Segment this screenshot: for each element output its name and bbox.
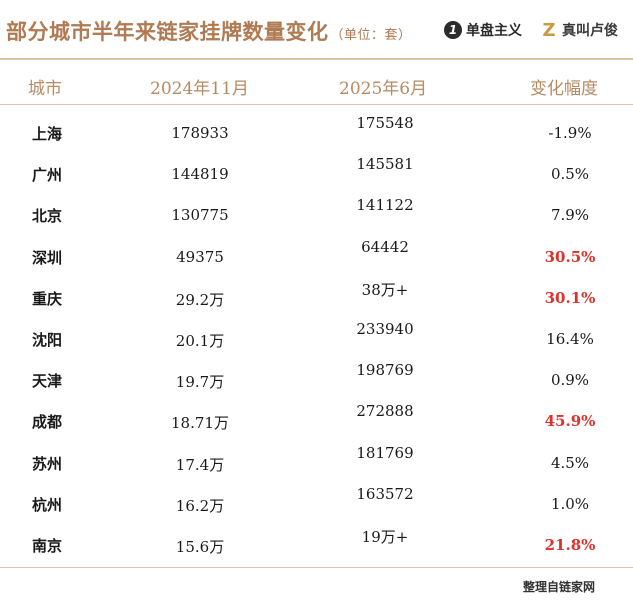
cell-change: 0.5% bbox=[550, 165, 590, 184]
cell-change: 1.0% bbox=[550, 494, 590, 513]
cell-nov2024: 16.2万 bbox=[175, 496, 225, 515]
source-note: 整理自链家网 bbox=[522, 580, 595, 594]
cell-jun2025: 64442 bbox=[361, 237, 409, 256]
brand-danpanzhuyi: 1 单盘主义 bbox=[444, 19, 522, 41]
table-row: 苏州 17.4万 181769 4.5% bbox=[0, 442, 633, 483]
cell-jun2025: 198769 bbox=[356, 361, 414, 380]
cell-nov2024: 29.2万 bbox=[175, 290, 225, 309]
header-divider bbox=[0, 104, 633, 105]
table-row: 天津 19.7万 198769 0.9% bbox=[0, 359, 633, 400]
title-unit: （单位：套） bbox=[330, 28, 412, 43]
cell-nov2024: 17.4万 bbox=[175, 455, 225, 474]
table-row: 深圳 49375 64442 30.5% bbox=[0, 236, 633, 277]
cell-jun2025: 272888 bbox=[356, 402, 414, 421]
brand2-name: 真叫卢俊 bbox=[562, 23, 618, 39]
top-divider bbox=[0, 58, 633, 60]
table-row: 广州 144819 145581 0.5% bbox=[0, 153, 633, 194]
cell-city: 沈阳 bbox=[32, 330, 63, 349]
cell-jun2025: 145581 bbox=[356, 155, 414, 174]
cell-city: 上海 bbox=[32, 125, 63, 143]
cell-change: 0.9% bbox=[550, 371, 590, 390]
table-row: 沈阳 20.1万 233940 16.4% bbox=[0, 318, 633, 359]
cell-jun2025: 19万+ bbox=[361, 527, 409, 546]
cell-nov2024: 49375 bbox=[176, 247, 224, 266]
bottom-divider bbox=[0, 567, 633, 568]
header: 部分城市半年来链家挂牌数量变化 （单位：套） 1 单盘主义 Z 真叫卢俊 bbox=[0, 0, 633, 54]
table-header: 城市 2024年11月 2025年6月 变化幅度 bbox=[0, 74, 633, 100]
cell-nov2024: 178933 bbox=[171, 124, 229, 142]
cell-nov2024: 18.71万 bbox=[171, 414, 229, 433]
column-header-nov2024: 2024年11月 bbox=[150, 79, 249, 99]
cell-city: 深圳 bbox=[32, 248, 63, 267]
cell-change: 30.1% bbox=[544, 288, 596, 307]
cell-jun2025: 141122 bbox=[356, 196, 414, 215]
cell-nov2024: 130775 bbox=[171, 206, 229, 225]
table-row: 重庆 29.2万 38万+ 30.1% bbox=[0, 277, 633, 318]
cell-change: 4.5% bbox=[550, 453, 590, 472]
cell-jun2025: 181769 bbox=[356, 443, 414, 462]
cell-city: 南京 bbox=[32, 536, 63, 555]
cell-change: -1.9% bbox=[548, 124, 592, 142]
cell-change: 16.4% bbox=[546, 329, 594, 348]
cell-city: 广州 bbox=[32, 166, 63, 185]
column-header-change: 变化幅度 bbox=[530, 79, 598, 99]
cell-city: 重庆 bbox=[32, 289, 63, 308]
cell-change: 30.5% bbox=[544, 247, 596, 266]
cell-nov2024: 20.1万 bbox=[175, 331, 225, 350]
cell-jun2025: 163572 bbox=[356, 484, 414, 503]
title-text: 部分城市半年来链家挂牌数量变化 bbox=[6, 19, 329, 44]
cell-city: 杭州 bbox=[32, 495, 63, 514]
column-header-jun2025: 2025年6月 bbox=[339, 79, 428, 99]
cell-jun2025: 38万+ bbox=[361, 280, 409, 299]
cell-change: 21.8% bbox=[544, 535, 596, 554]
zhenjiaolujun-logo-icon: Z bbox=[542, 19, 556, 41]
table-row: 北京 130775 141122 7.9% bbox=[0, 194, 633, 235]
cell-nov2024: 144819 bbox=[171, 165, 229, 184]
cell-nov2024: 19.7万 bbox=[175, 373, 225, 392]
cell-nov2024: 15.6万 bbox=[175, 537, 225, 556]
table-row: 杭州 16.2万 163572 1.0% bbox=[0, 483, 633, 524]
page-title: 部分城市半年来链家挂牌数量变化 （单位：套） bbox=[6, 16, 412, 46]
table-row: 上海 178933 175548 -1.9% bbox=[0, 112, 633, 153]
danpanzhuyi-logo-icon: 1 bbox=[444, 21, 462, 39]
cell-city: 天津 bbox=[32, 372, 63, 391]
brand-zhenjiaolujun: Z 真叫卢俊 bbox=[540, 19, 618, 41]
brand1-name: 单盘主义 bbox=[466, 23, 522, 39]
table-row: 南京 15.6万 19万+ 21.8% bbox=[0, 524, 633, 565]
cell-jun2025: 233940 bbox=[356, 319, 414, 338]
table-body: 上海 178933 175548 -1.9% 广州 144819 145581 0.5% 北京 1… bbox=[0, 112, 633, 565]
cell-city: 北京 bbox=[32, 207, 63, 226]
cell-change: 45.9% bbox=[544, 412, 596, 431]
cell-city: 成都 bbox=[32, 413, 63, 432]
cell-change: 7.9% bbox=[550, 206, 590, 225]
cell-jun2025: 175548 bbox=[356, 114, 414, 132]
column-header-city: 城市 bbox=[28, 79, 62, 99]
cell-city: 苏州 bbox=[32, 454, 63, 473]
table-row: 成都 18.71万 272888 45.9% bbox=[0, 400, 633, 441]
